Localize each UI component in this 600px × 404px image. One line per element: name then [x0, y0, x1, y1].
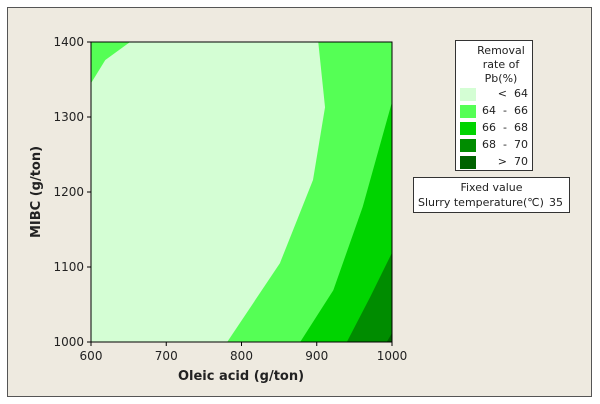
- fixed-value-name: Slurry temperature(℃): [418, 196, 544, 209]
- legend-swatch: [460, 139, 476, 152]
- x-axis-label: Oleic acid (g/ton): [178, 369, 304, 384]
- legend-label: > 70: [497, 155, 528, 168]
- fixed-value-title: Fixed value: [460, 181, 523, 194]
- legend-swatch: [460, 88, 476, 101]
- legend: Removal rate of Pb(%) < 64 64 - 66 66 - 68…: [455, 40, 533, 171]
- fixed-value-value: 35: [549, 196, 563, 209]
- x-tick-label: 700: [155, 349, 178, 363]
- y-tick-label: 1100: [53, 260, 84, 274]
- contour-region-3: [346, 252, 392, 342]
- legend-label: 64 - 66: [482, 104, 528, 117]
- legend-title-line: Removal: [477, 44, 525, 57]
- legend-entry: < 64: [456, 86, 532, 103]
- legend-label: < 64: [497, 87, 528, 100]
- x-tick-label: 900: [305, 349, 328, 363]
- legend-entry: 64 - 66: [456, 103, 532, 120]
- x-tick-label: 1000: [377, 349, 408, 363]
- legend-entry: 68 - 70: [456, 137, 532, 154]
- legend-label: 66 - 68: [482, 121, 528, 134]
- legend-title-line: Pb(%): [484, 72, 518, 85]
- fixed-value-box: Fixed value Slurry temperature(℃) 35: [413, 177, 570, 213]
- y-tick-label: 1300: [53, 110, 84, 124]
- y-tick-label: 1200: [53, 185, 84, 199]
- legend-title-line: rate of: [482, 58, 520, 71]
- y-tick-label: 1000: [53, 335, 84, 349]
- contour-region-1: [91, 42, 326, 342]
- legend-label: 68 - 70: [482, 138, 528, 151]
- contour-region-4: [386, 333, 392, 342]
- legend-entry: > 70: [456, 154, 532, 171]
- y-axis-label: MIBC (g/ton): [29, 146, 44, 238]
- legend-entry: 66 - 68: [456, 120, 532, 137]
- legend-swatch: [460, 156, 476, 169]
- legend-swatch: [460, 105, 476, 118]
- legend-swatch: [460, 122, 476, 135]
- y-tick-label: 1400: [53, 35, 84, 49]
- x-tick-label: 800: [230, 349, 253, 363]
- x-tick-label: 600: [80, 349, 103, 363]
- contour-region-2: [300, 102, 392, 342]
